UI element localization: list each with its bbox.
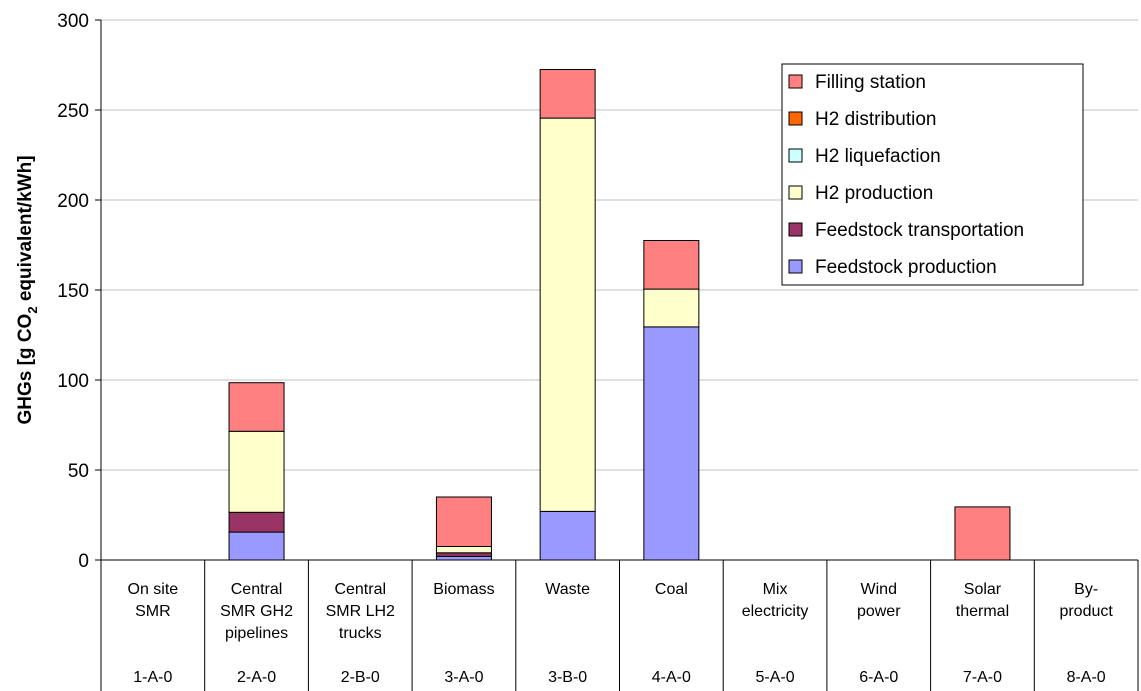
y-tick-label: 0	[78, 551, 89, 572]
bar-segment	[954, 506, 1011, 561]
category-label: Mix	[763, 581, 788, 598]
bar-segment	[539, 117, 596, 512]
bar-segment	[435, 552, 492, 557]
legend-swatch	[788, 148, 803, 163]
category-label: Waste	[545, 581, 590, 598]
legend-label: H2 distribution	[815, 109, 936, 130]
bar-segment	[228, 430, 285, 513]
y-axis-label: GHGs [g CO2 equivalent/kWh]	[15, 155, 40, 424]
bar-segment	[643, 326, 700, 561]
bar-segment	[539, 69, 596, 119]
category-label: trucks	[339, 625, 382, 642]
legend-box	[781, 63, 1084, 286]
category-code: 2-A-0	[237, 669, 276, 686]
category-label: Solar	[964, 581, 1002, 598]
y-axis-ticks: 0 50 100 150 200 250 300	[57, 11, 101, 572]
legend-label: H2 production	[815, 183, 933, 204]
category-label: Biomass	[433, 581, 494, 598]
legend-swatch	[788, 111, 803, 126]
category-table: On site SMR 1-A-0 Central SMR GH2 pipelines 2-…	[100, 560, 1139, 691]
y-tick-label: 150	[57, 281, 89, 302]
category-code: 3-B-0	[548, 669, 587, 686]
category-label: SMR	[135, 603, 171, 620]
category-code: 1-A-0	[133, 669, 172, 686]
bar-segment	[228, 531, 285, 561]
category-code: 5-A-0	[755, 669, 794, 686]
y-tick-label: 300	[57, 11, 89, 32]
legend-swatch	[788, 259, 803, 274]
category-label: Coal	[655, 581, 688, 598]
bar-segment	[228, 511, 285, 533]
category-label: On site	[128, 581, 179, 598]
bar-segment	[643, 288, 700, 328]
gridlines	[101, 19, 1138, 471]
legend-swatch	[788, 222, 803, 237]
y-tick-label: 250	[57, 101, 89, 122]
category-code: 2-B-0	[341, 669, 380, 686]
category-label: Central	[334, 581, 386, 598]
legend: Filling station H2 distribution H2 liquefa…	[781, 63, 1084, 286]
category-label: SMR GH2	[220, 603, 293, 620]
bar-segment	[435, 546, 492, 554]
category-label: Wind	[861, 581, 897, 598]
category-label: By-	[1074, 581, 1098, 598]
bar-segment	[539, 510, 596, 561]
category-code: 6-A-0	[859, 669, 898, 686]
category-label: thermal	[956, 603, 1009, 620]
bar-segment	[435, 496, 492, 547]
legend-label: Feedstock production	[815, 257, 997, 278]
category-label: power	[857, 603, 901, 620]
category-label: SMR LH2	[326, 603, 395, 620]
category-code: 4-A-0	[652, 669, 691, 686]
y-tick-label: 200	[57, 191, 89, 212]
legend-label: Feedstock transportation	[815, 220, 1024, 241]
legend-label: Filling station	[815, 72, 926, 93]
bar-segment	[228, 382, 285, 432]
category-label: electricity	[742, 603, 809, 620]
category-label: product	[1059, 603, 1113, 620]
legend-swatch	[788, 185, 803, 200]
bar-segment	[435, 555, 492, 561]
category-label: pipelines	[225, 625, 288, 642]
category-label: Central	[231, 581, 283, 598]
legend-swatch	[788, 74, 803, 89]
category-code: 8-A-0	[1067, 669, 1106, 686]
y-tick-label: 50	[68, 461, 89, 482]
category-code: 7-A-0	[963, 669, 1002, 686]
legend-label: H2 liquefaction	[815, 146, 941, 167]
bar-segment	[643, 240, 700, 290]
y-tick-label: 100	[57, 371, 89, 392]
bars	[228, 69, 1011, 561]
category-code: 3-A-0	[444, 669, 483, 686]
